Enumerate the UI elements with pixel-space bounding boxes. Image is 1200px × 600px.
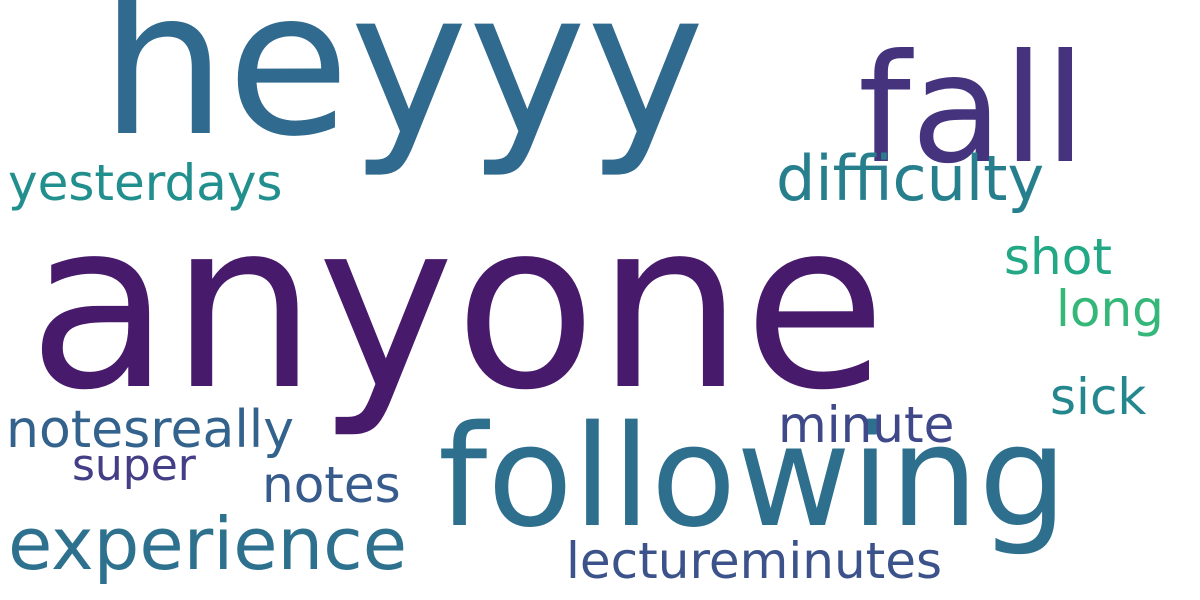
word-following: following: [438, 396, 1068, 559]
word-notesreally: notesreally: [6, 400, 295, 460]
word-experience: experience: [8, 502, 408, 586]
word-sick: sick: [1050, 368, 1147, 426]
word-fall: fall: [858, 23, 1087, 197]
word-long: long: [1056, 280, 1164, 338]
word-heyyy: heyyy: [100, 0, 705, 181]
word-notes: notes: [262, 456, 401, 514]
word-super: super: [72, 440, 196, 491]
word-minute: minute: [778, 396, 955, 454]
word-anyone: anyone: [28, 171, 887, 441]
word-shot: shot: [1004, 228, 1112, 286]
word-lectureminutes: lectureminutes: [566, 532, 943, 590]
word-yesterdays: yesterdays: [8, 154, 283, 212]
word-difficulty: difficulty: [776, 142, 1045, 215]
